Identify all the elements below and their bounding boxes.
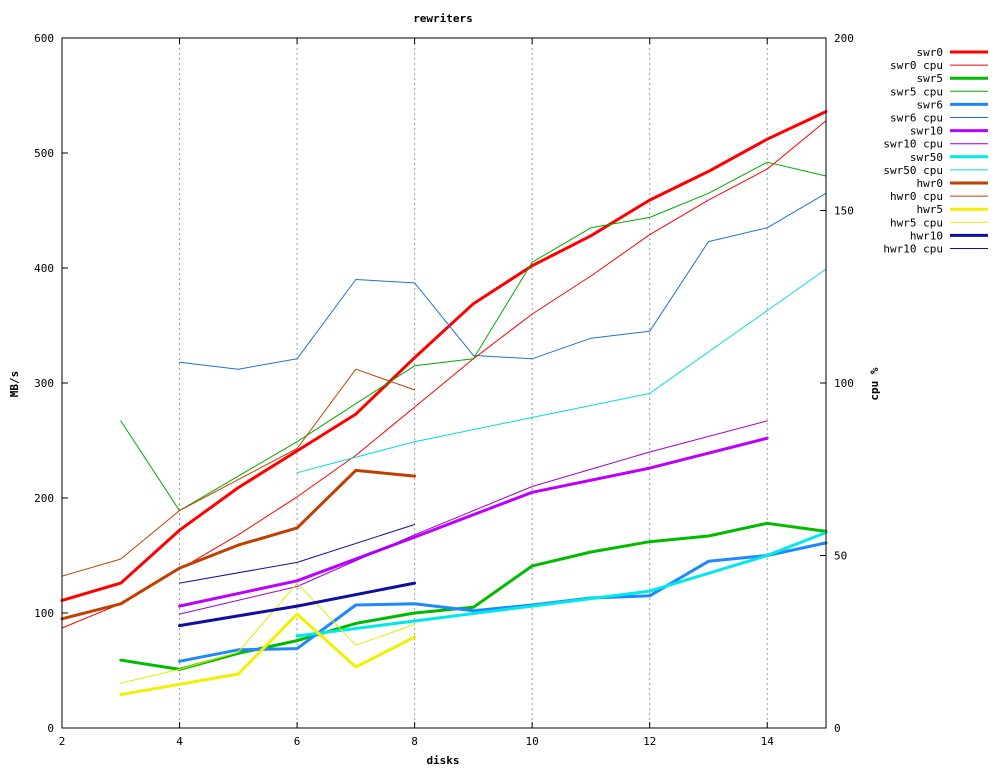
series-line-swr6 — [178, 541, 828, 663]
y-tick-label: 200 — [34, 492, 54, 505]
series-line-swr0 — [60, 110, 828, 602]
series-line-swr5-cpu — [120, 161, 827, 512]
y2-tick-label: 0 — [834, 722, 841, 735]
y-tick-label: 600 — [34, 32, 54, 45]
y-tick-label: 400 — [34, 262, 54, 275]
x-tick-label: 4 — [176, 735, 183, 748]
y2-tick-label: 200 — [834, 32, 854, 45]
chart-title: rewriters — [413, 12, 473, 25]
series-lines — [60, 110, 828, 697]
y2-tick-label: 150 — [834, 205, 854, 218]
x-tick-label: 8 — [411, 735, 418, 748]
y2-axis-label: cpu % — [868, 367, 881, 400]
legend-label-swr5-cpu: swr5 cpu — [890, 85, 943, 98]
legend-label-swr6: swr6 — [917, 98, 944, 111]
y-tick-label: 500 — [34, 147, 54, 160]
y2-tick-label: 50 — [834, 550, 847, 563]
legend-label-swr10-cpu: swr10 cpu — [883, 138, 943, 151]
series-line-swr50 — [295, 531, 828, 638]
gridlines — [179, 38, 768, 728]
legend-label-hwr0-cpu: hwr0 cpu — [890, 190, 943, 203]
x-tick-label: 10 — [526, 735, 539, 748]
series-line-hwr10 — [178, 581, 417, 628]
legend-label-swr50: swr50 — [910, 151, 943, 164]
y-tick-label: 100 — [34, 607, 54, 620]
legend-label-hwr10-cpu: hwr10 cpu — [883, 243, 943, 256]
y2-tick-label: 100 — [834, 377, 854, 390]
y-tick-label: 300 — [34, 377, 54, 390]
legend-label-hwr5: hwr5 — [917, 203, 944, 216]
axis-ticks: 2 4 6 8 10 12 14 0 100 200 300 400 500 600 0 50 100 150 20… — [34, 32, 854, 748]
legend-label-hwr10: hwr10 — [910, 229, 943, 242]
x-tick-label: 14 — [761, 735, 775, 748]
series-line-swr10-cpu — [179, 420, 768, 615]
series-line-swr6-cpu — [179, 192, 827, 370]
series-line-swr0-cpu — [61, 120, 827, 629]
legend-label-swr0: swr0 — [917, 46, 944, 59]
legend-label-swr5: swr5 — [917, 72, 944, 85]
x-tick-label: 12 — [643, 735, 656, 748]
x-tick-label: 2 — [59, 735, 66, 748]
series-line-swr10 — [178, 436, 769, 608]
series-line-hwr0 — [60, 468, 417, 621]
y-axis-label: MB/s — [8, 371, 21, 398]
legend-label-swr10: swr10 — [910, 125, 943, 138]
series-line-swr5 — [119, 521, 828, 671]
y-tick-label: 0 — [47, 722, 54, 735]
series-line-hwr5-cpu — [120, 582, 416, 684]
x-axis-label: disks — [426, 754, 459, 767]
series-line-hwr10-cpu — [179, 524, 416, 584]
legend-label-hwr5-cpu: hwr5 cpu — [890, 216, 943, 229]
legend-label-swr6-cpu: swr6 cpu — [890, 112, 943, 125]
legend-label-swr50-cpu: swr50 cpu — [883, 164, 943, 177]
legend-label-hwr0: hwr0 — [917, 177, 944, 190]
series-line-swr50-cpu — [296, 268, 827, 474]
legend-label-swr0-cpu: swr0 cpu — [890, 59, 943, 72]
series-line-hwr0-cpu — [61, 368, 416, 577]
series-line-hwr5 — [119, 612, 417, 697]
x-tick-label: 6 — [294, 735, 301, 748]
